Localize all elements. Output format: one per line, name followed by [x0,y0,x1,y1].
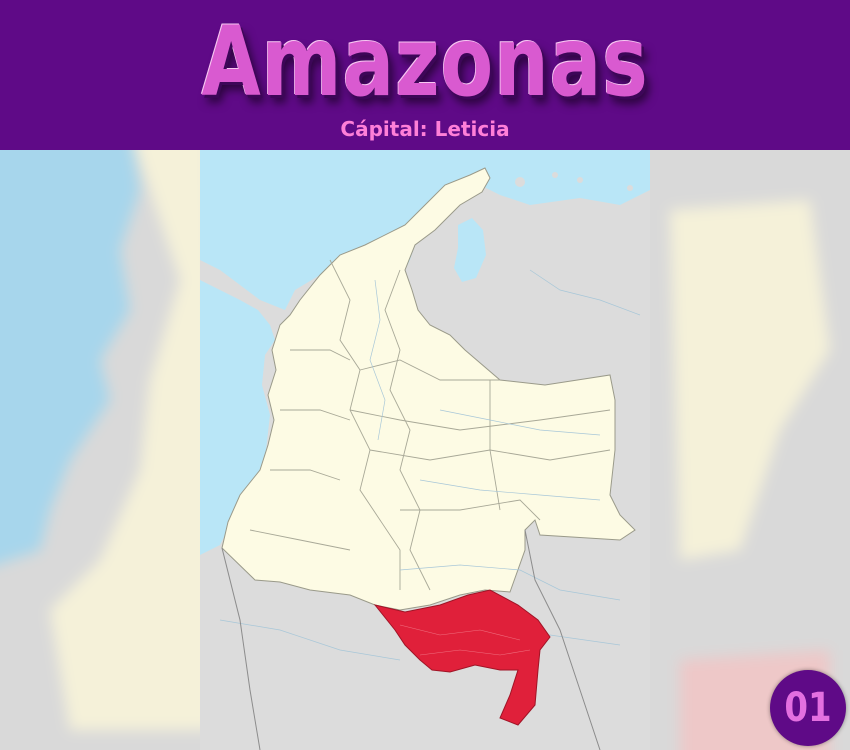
page-number-badge: 01 [770,670,846,746]
island [552,172,558,178]
capital-subtitle: Cápital: Leticia [340,117,510,141]
header-band: Amazonas Cápital: Leticia [0,0,850,150]
colombia-land [221,167,636,611]
island [515,177,525,187]
neighbor-borders [221,529,601,750]
amazonas-rivers [399,624,531,656]
department-borders [249,259,611,591]
island [577,177,583,183]
pacific-ocean [200,280,275,555]
page-number: 01 [784,685,832,731]
lake-maracaibo [454,218,486,282]
page-title: Amazonas [201,6,649,118]
amazonas-region [373,589,551,726]
island [627,185,633,191]
colombia-map-graphic [200,150,650,750]
colombia-map [200,150,650,750]
caribbean-sea [200,150,650,310]
